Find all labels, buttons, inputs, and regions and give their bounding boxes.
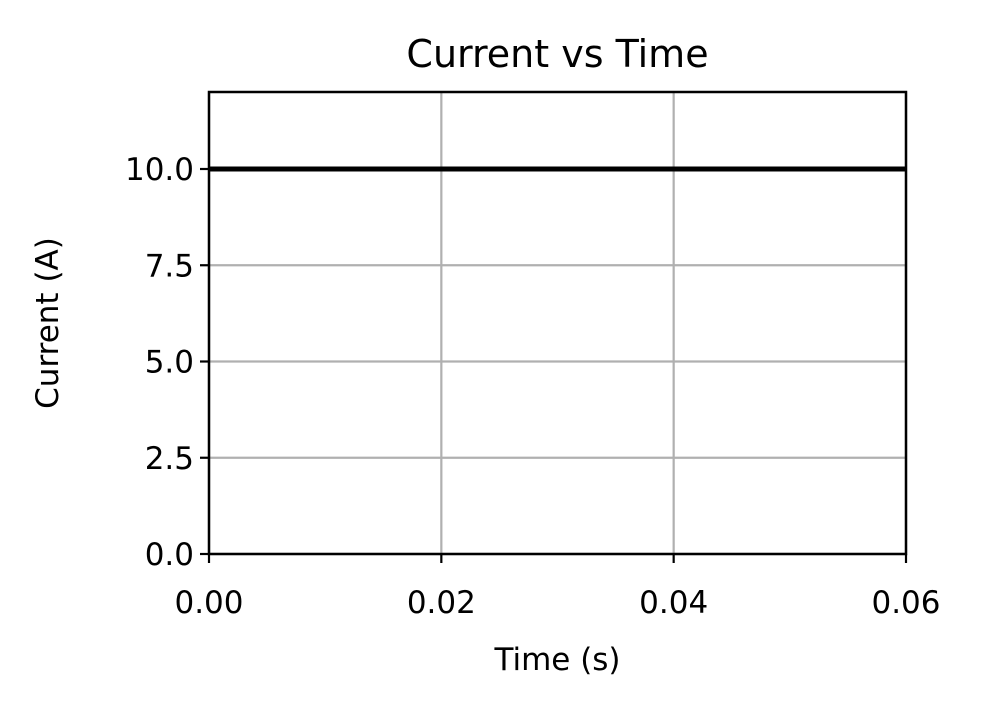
grid bbox=[207, 92, 908, 556]
x-axis-label: Time (s) bbox=[493, 642, 620, 678]
y-tick-label: 7.5 bbox=[145, 248, 194, 284]
y-tick-label: 0.0 bbox=[145, 537, 194, 573]
x-tick-label: 0.06 bbox=[871, 585, 940, 621]
y-tick-label: 10.0 bbox=[125, 152, 194, 188]
plot-frame bbox=[207, 90, 908, 556]
x-tick-label: 0.02 bbox=[407, 585, 476, 621]
x-tick-label: 0.00 bbox=[174, 585, 243, 621]
x-tick-label: 0.04 bbox=[639, 585, 708, 621]
chart-title: Current vs Time bbox=[406, 32, 708, 76]
y-axis-label: Current (A) bbox=[30, 237, 66, 409]
ticks: 0.00 0.02 0.04 0.06 0.0 2.5 5.0 7.5 10.0 bbox=[125, 152, 941, 621]
y-tick-label: 5.0 bbox=[145, 345, 194, 381]
y-tick-label: 2.5 bbox=[145, 441, 194, 477]
